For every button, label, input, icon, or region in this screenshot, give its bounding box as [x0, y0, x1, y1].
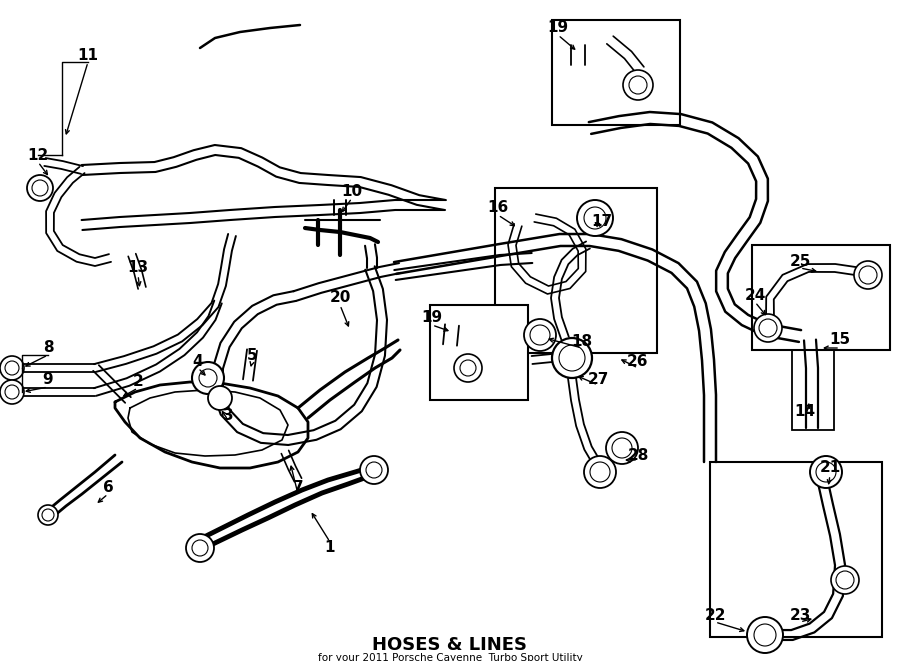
Text: 15: 15: [830, 332, 850, 348]
Text: 27: 27: [588, 373, 608, 387]
Circle shape: [192, 362, 224, 394]
Circle shape: [623, 70, 653, 100]
Circle shape: [552, 338, 592, 378]
Text: 3: 3: [222, 407, 233, 422]
Circle shape: [0, 380, 24, 404]
Circle shape: [0, 356, 24, 380]
Text: 4: 4: [193, 354, 203, 369]
Circle shape: [5, 385, 19, 399]
Text: 12: 12: [27, 147, 49, 163]
Circle shape: [754, 314, 782, 342]
Text: 17: 17: [591, 215, 613, 229]
Text: 18: 18: [572, 334, 592, 350]
Circle shape: [606, 432, 638, 464]
Text: 2: 2: [132, 375, 143, 389]
Text: 23: 23: [789, 607, 811, 623]
Text: 20: 20: [329, 290, 351, 305]
Circle shape: [584, 207, 606, 229]
Text: 5: 5: [247, 348, 257, 362]
Text: 11: 11: [77, 48, 98, 63]
Circle shape: [612, 438, 632, 458]
Text: 9: 9: [42, 373, 53, 387]
Circle shape: [460, 360, 476, 376]
Bar: [495, 188, 657, 353]
Text: 25: 25: [789, 254, 811, 270]
Circle shape: [747, 617, 783, 653]
Circle shape: [27, 175, 53, 201]
Circle shape: [524, 319, 556, 351]
Text: 19: 19: [547, 20, 569, 36]
Circle shape: [454, 354, 482, 382]
Text: 1: 1: [325, 541, 335, 555]
Circle shape: [559, 345, 585, 371]
Text: 6: 6: [103, 481, 113, 496]
Circle shape: [854, 261, 882, 289]
Circle shape: [530, 325, 550, 345]
Bar: [552, 20, 680, 125]
Circle shape: [32, 180, 48, 196]
Circle shape: [208, 386, 232, 410]
Circle shape: [199, 369, 217, 387]
Circle shape: [810, 456, 842, 488]
Circle shape: [366, 462, 382, 478]
Text: 21: 21: [819, 461, 841, 475]
Circle shape: [42, 509, 54, 521]
Circle shape: [192, 540, 208, 556]
Circle shape: [754, 624, 776, 646]
Text: 10: 10: [341, 184, 363, 200]
Circle shape: [836, 571, 854, 589]
Text: 19: 19: [421, 311, 443, 325]
Text: 22: 22: [704, 607, 725, 623]
Text: 14: 14: [795, 405, 815, 420]
Text: 26: 26: [627, 354, 649, 369]
Circle shape: [5, 361, 19, 375]
Text: HOSES & LINES: HOSES & LINES: [373, 636, 527, 654]
Circle shape: [577, 200, 613, 236]
Text: 8: 8: [42, 340, 53, 356]
Circle shape: [859, 266, 877, 284]
Text: 28: 28: [627, 447, 649, 463]
Text: 7: 7: [292, 481, 303, 496]
Circle shape: [186, 534, 214, 562]
Text: 13: 13: [128, 260, 148, 276]
Circle shape: [38, 505, 58, 525]
Circle shape: [831, 566, 859, 594]
Text: 24: 24: [744, 288, 766, 303]
Text: 16: 16: [488, 200, 508, 215]
Bar: [430, 305, 528, 400]
Bar: [752, 245, 890, 350]
Circle shape: [629, 76, 647, 94]
Circle shape: [360, 456, 388, 484]
Circle shape: [759, 319, 777, 337]
Circle shape: [590, 462, 610, 482]
Circle shape: [816, 462, 836, 482]
Bar: [710, 462, 882, 637]
Circle shape: [584, 456, 616, 488]
Text: for your 2011 Porsche Cayenne  Turbo Sport Utility: for your 2011 Porsche Cayenne Turbo Spor…: [318, 653, 582, 661]
Bar: [792, 340, 834, 430]
